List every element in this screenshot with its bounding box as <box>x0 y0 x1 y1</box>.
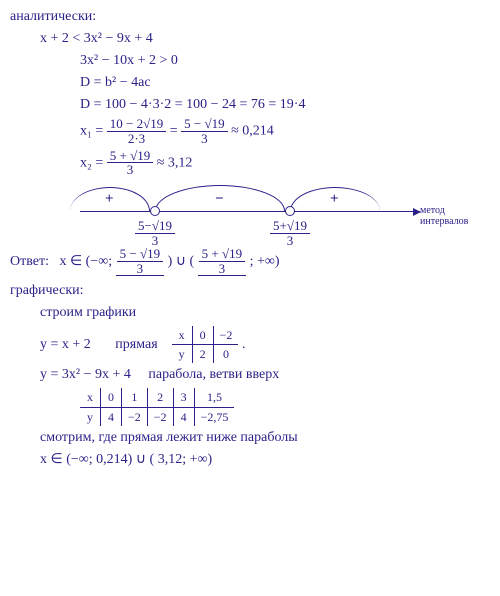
t1-c01: 2 <box>193 345 213 363</box>
line-function: y = x + 2 <box>40 337 91 352</box>
p2-num: 5+√19 <box>270 219 310 234</box>
parabola-function-row: y = 3x² − 9x + 4 парабола, ветви вверх <box>10 366 490 385</box>
ans-f1-den: 3 <box>117 262 163 276</box>
eq-original: x + 2 < 3x² − 9x + 4 <box>10 30 490 49</box>
method-note: метод интервалов <box>420 205 475 227</box>
t1-c11: 0 <box>214 345 239 363</box>
parabola-table: xy 04 1−2 2−2 34 1,5−2,75 <box>80 388 234 425</box>
t2-c21: −2 <box>148 408 173 426</box>
t2-c40: 1,5 <box>195 388 235 407</box>
eq-discriminant-value: D = 100 − 4·3·2 = 100 − 24 = 76 = 19·4 <box>10 96 490 115</box>
sign-1: + <box>105 189 114 209</box>
t2-c30: 3 <box>174 388 194 407</box>
graphic-answer: x ∈ (−∞; 0,214) ∪ ( 3,12; +∞) <box>10 451 490 470</box>
t2-c10: 1 <box>122 388 147 407</box>
t1-c10: −2 <box>214 326 239 345</box>
ans-f1-num: 5 − √19 <box>117 247 163 262</box>
t2-c41: −2,75 <box>195 408 235 426</box>
answer-label: Ответ: <box>10 254 49 269</box>
interval-diagram: + − + 5−√193 5+√193 метод интервалов <box>80 183 420 243</box>
x1-f1-den: 2·3 <box>107 132 166 146</box>
t1-c00: 0 <box>193 326 213 345</box>
x1-fraction-2: 5 − √19 3 <box>181 117 227 145</box>
number-line <box>80 211 420 212</box>
p1-num: 5−√19 <box>135 219 175 234</box>
t2-c20: 2 <box>148 388 173 407</box>
t2-c00: 0 <box>101 388 121 407</box>
ans-pre: x ∈ (−∞; <box>59 254 115 269</box>
sign-2: − <box>215 189 224 209</box>
sign-3: + <box>330 189 339 209</box>
point-2 <box>285 206 295 216</box>
t2-c01: 4 <box>101 408 121 426</box>
point-2-label: 5+√193 <box>265 219 315 247</box>
x2-approx: ≈ 3,12 <box>157 155 193 170</box>
line-table: xy 02 −20 <box>172 326 239 363</box>
ans-fraction-1: 5 − √19 3 <box>116 247 164 276</box>
root-x1: x₁ = 10 − 2√19 2·3 = 5 − √19 3 ≈ 0,214 <box>10 117 490 145</box>
heading-analytic: аналитически: <box>10 8 490 27</box>
t2-h0: x <box>80 388 100 407</box>
root-x2: x₂ = 5 + √19 3 ≈ 3,12 <box>10 149 490 177</box>
heading-graphic: графически: <box>10 282 490 301</box>
x1-f1-num: 10 − 2√19 <box>107 117 166 132</box>
eq-rearranged: 3x² − 10x + 2 > 0 <box>10 52 490 71</box>
ans-fraction-2: 5 + √19 3 <box>198 247 246 276</box>
x1-approx: ≈ 0,214 <box>231 124 274 139</box>
ans-f2-den: 3 <box>199 262 245 276</box>
x2-num: 5 + √19 <box>107 149 153 164</box>
eq-discriminant-formula: D = b² − 4ac <box>10 74 490 93</box>
subtitle-graphic: строим графики <box>10 304 490 323</box>
ans-f2-num: 5 + √19 <box>199 247 245 262</box>
x1-f2-num: 5 − √19 <box>181 117 227 132</box>
point-1 <box>150 206 160 216</box>
t2-c31: 4 <box>174 408 194 426</box>
ans-suf: ; +∞) <box>250 254 280 269</box>
line-function-row: y = x + 2 прямая xy 02 −20 . <box>10 326 490 363</box>
t1-h1: y <box>172 345 192 363</box>
t2-c11: −2 <box>122 408 147 426</box>
x1-f2-den: 3 <box>181 132 227 146</box>
point-1-label: 5−√193 <box>130 219 180 247</box>
line-desc: прямая <box>115 337 157 352</box>
x2-label: x₂ = <box>80 155 107 170</box>
x2-fraction: 5 + √19 3 <box>107 149 153 177</box>
answer-line: Ответ: x ∈ (−∞; 5 − √19 3 ) ∪ ( 5 + √19 … <box>10 247 490 276</box>
p1-den: 3 <box>135 234 175 248</box>
x1-eq: = <box>170 124 181 139</box>
ans-mid: ) ∪ ( <box>168 254 198 269</box>
p2-den: 3 <box>270 234 310 248</box>
t1-h0: x <box>172 326 192 345</box>
x1-label: x₁ = <box>80 124 103 139</box>
parabola-desc: парабола, ветви вверх <box>148 367 279 382</box>
parabola-function: y = 3x² − 9x + 4 <box>40 367 131 382</box>
x1-fraction-1: 10 − 2√19 2·3 <box>107 117 166 145</box>
graphic-note: смотрим, где прямая лежит ниже параболы <box>10 429 490 448</box>
t2-h1: y <box>80 408 100 426</box>
x2-den: 3 <box>107 163 153 177</box>
parabola-table-row: xy 04 1−2 2−2 34 1,5−2,75 <box>10 388 490 425</box>
